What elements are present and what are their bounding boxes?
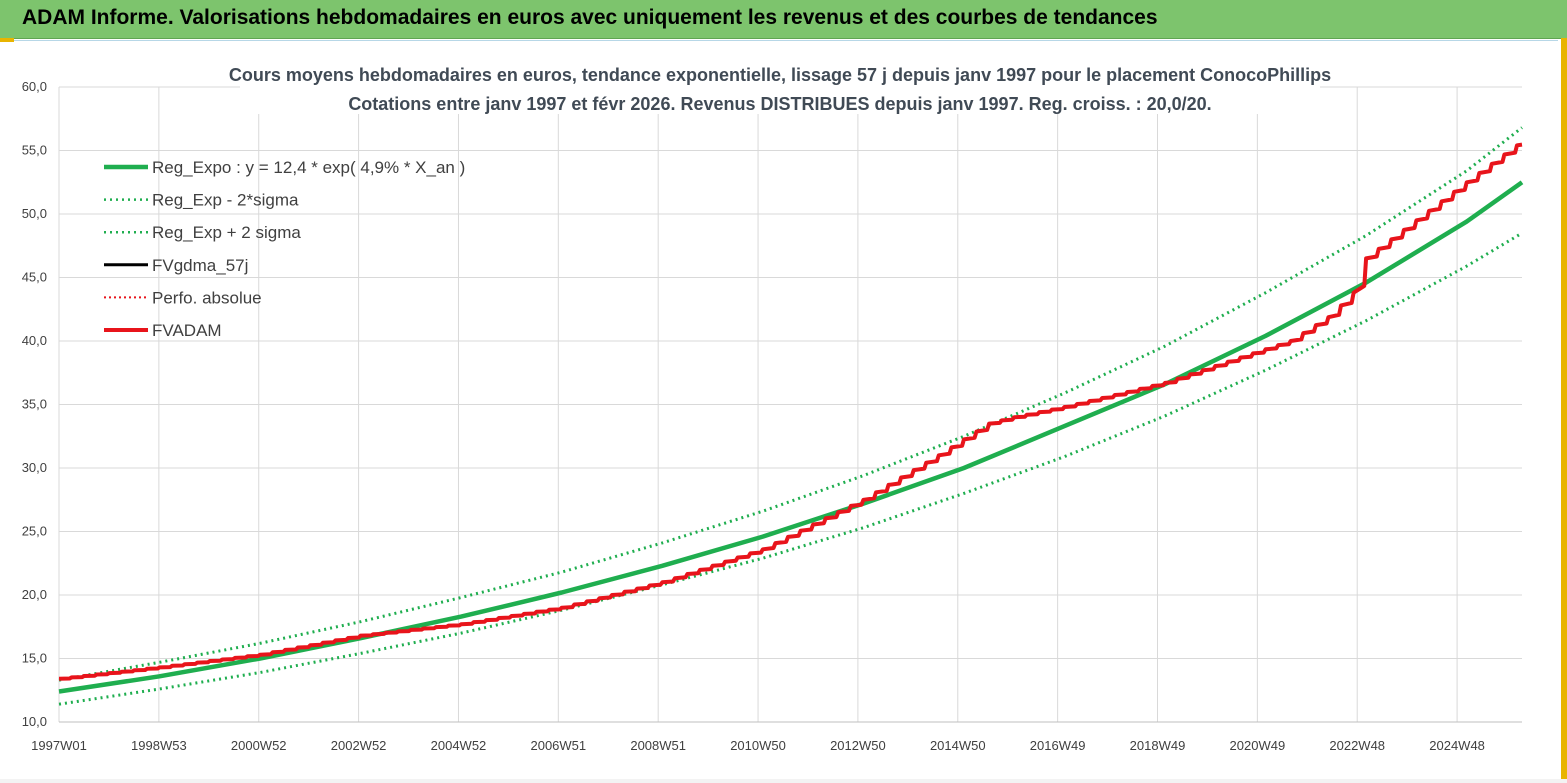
chart-subtitle: Cotations entre janv 1997 et févr 2026. … <box>348 94 1211 114</box>
x-tick-label: 2014W50 <box>930 738 986 753</box>
upper-band-line <box>58 126 1523 682</box>
x-tick-label: 2018W49 <box>1130 738 1186 753</box>
grid-lines <box>58 86 1522 723</box>
y-tick-label: 20,0 <box>22 587 47 602</box>
x-tick-label: 1997W01 <box>31 738 87 753</box>
y-tick-label: 50,0 <box>22 206 47 221</box>
x-tick-label: 2012W50 <box>830 738 886 753</box>
fvadam-line <box>58 142 1523 681</box>
x-tick-label: 2022W48 <box>1329 738 1385 753</box>
series-lines <box>58 126 1524 706</box>
x-tick-label: 2004W52 <box>431 738 487 753</box>
chart-title: Cours moyens hebdomadaires en euros, ten… <box>229 65 1331 85</box>
report-title: ADAM Informe. Valorisations hebdomadaire… <box>22 6 1158 29</box>
x-tick-label: 1998W53 <box>131 738 187 753</box>
x-tick-label: 2000W52 <box>231 738 287 753</box>
x-axis-labels: 1997W01 1998W53 2000W52 2002W52 2004W52 2006W… <box>31 738 1485 753</box>
chart-legend: Reg_Expo : y = 12,4 * exp( 4,9% * X_an )… <box>104 158 465 340</box>
y-axis-labels: 10,0 15,0 20,0 25,0 30,0 35,0 40,0 45,0 50,0 55,0… <box>22 79 47 729</box>
y-tick-label: 45,0 <box>22 270 47 285</box>
legend-label: Reg_Expo : y = 12,4 * exp( 4,9% * X_an ) <box>152 158 465 177</box>
y-tick-label: 30,0 <box>22 460 47 475</box>
y-tick-label: 10,0 <box>22 714 47 729</box>
y-tick-label: 55,0 <box>22 143 47 158</box>
legend-label: Reg_Exp - 2*sigma <box>152 191 299 210</box>
x-tick-label: 2016W49 <box>1030 738 1086 753</box>
y-tick-label: 15,0 <box>22 651 47 666</box>
legend-label: FVgdma_57j <box>152 256 248 275</box>
x-tick-label: 2010W50 <box>730 738 786 753</box>
bottom-strip <box>0 779 1567 783</box>
x-tick-label: 2002W52 <box>331 738 387 753</box>
chart-title-backdrop <box>240 62 1320 114</box>
y-tick-label: 40,0 <box>22 333 47 348</box>
y-tick-label: 35,0 <box>22 397 47 412</box>
legend-label: Perfo. absolue <box>152 288 262 307</box>
x-tick-label: 2024W48 <box>1429 738 1485 753</box>
legend-label: Reg_Exp + 2 sigma <box>152 223 301 242</box>
trend-line <box>58 180 1524 694</box>
accent-mark-left <box>0 38 14 42</box>
lower-band-line <box>58 231 1523 706</box>
x-tick-label: 2020W49 <box>1230 738 1286 753</box>
accent-bar-right <box>1561 38 1567 783</box>
header-rule <box>14 40 1558 41</box>
report-header: ADAM Informe. Valorisations hebdomadaire… <box>0 0 1567 39</box>
legend-label: FVADAM <box>152 321 222 340</box>
x-tick-label: 2008W51 <box>630 738 686 753</box>
y-tick-label: 60,0 <box>22 79 47 94</box>
y-tick-label: 25,0 <box>22 524 47 539</box>
x-tick-label: 2006W51 <box>530 738 586 753</box>
